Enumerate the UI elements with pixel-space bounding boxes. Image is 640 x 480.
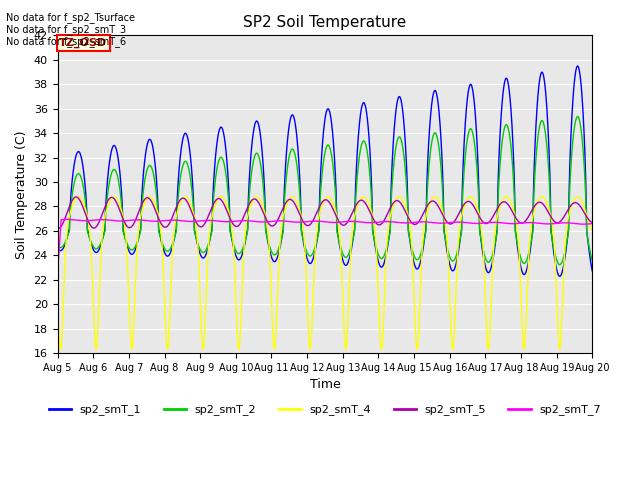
sp2_smT_2 <box>493 228 501 234</box>
sp2_smT_4 <box>54 296 61 301</box>
sp2_smT_1 <box>574 63 582 69</box>
sp2_smT_7 <box>402 220 410 226</box>
Text: No data for f_sp2_smT_6: No data for f_sp2_smT_6 <box>6 36 127 47</box>
sp2_smT_1 <box>493 226 501 232</box>
sp2_smT_5 <box>54 226 61 231</box>
sp2_smT_7 <box>453 219 461 225</box>
Title: SP2 Soil Temperature: SP2 Soil Temperature <box>243 15 406 30</box>
Line: sp2_smT_1: sp2_smT_1 <box>58 66 593 276</box>
sp2_smT_4 <box>374 294 382 300</box>
sp2_smT_5 <box>72 194 80 200</box>
sp2_smT_4 <box>402 204 410 210</box>
Text: No data for f_sp2_Tsurface: No data for f_sp2_Tsurface <box>6 12 136 23</box>
sp2_smT_2 <box>258 170 266 176</box>
sp2_smT_5 <box>402 209 410 215</box>
sp2_smT_5 <box>374 222 382 228</box>
sp2_smT_2 <box>574 114 582 120</box>
sp2_smT_7 <box>54 271 61 276</box>
sp2_smT_1 <box>54 245 61 251</box>
Y-axis label: Soil Temperature (C): Soil Temperature (C) <box>15 130 28 259</box>
Text: TZ_OSD: TZ_OSD <box>60 38 108 48</box>
sp2_smT_7 <box>493 219 501 225</box>
sp2_smT_2 <box>556 262 564 267</box>
sp2_smT_5 <box>493 205 501 211</box>
Legend: sp2_smT_1, sp2_smT_2, sp2_smT_4, sp2_smT_5, sp2_smT_7: sp2_smT_1, sp2_smT_2, sp2_smT_4, sp2_smT… <box>44 400 605 420</box>
Line: sp2_smT_7: sp2_smT_7 <box>58 219 593 274</box>
sp2_smT_4 <box>453 270 461 276</box>
sp2_smT_1 <box>556 274 564 279</box>
Text: No data for f_sp2_smT_3: No data for f_sp2_smT_3 <box>6 24 127 35</box>
sp2_smT_7 <box>258 219 266 225</box>
sp2_smT_1 <box>151 157 159 163</box>
sp2_smT_1 <box>589 268 596 274</box>
sp2_smT_4 <box>151 201 159 206</box>
sp2_smT_4 <box>484 347 492 352</box>
sp2_smT_2 <box>151 178 159 184</box>
sp2_smT_7 <box>151 218 159 224</box>
sp2_smT_1 <box>258 146 266 152</box>
sp2_smT_5 <box>453 215 461 220</box>
sp2_smT_7 <box>374 219 382 225</box>
sp2_smT_4 <box>289 194 296 200</box>
sp2_smT_5 <box>589 219 596 225</box>
sp2_smT_4 <box>258 201 266 207</box>
Line: sp2_smT_5: sp2_smT_5 <box>58 197 593 228</box>
Line: sp2_smT_4: sp2_smT_4 <box>58 197 593 349</box>
sp2_smT_1 <box>401 141 409 146</box>
sp2_smT_7 <box>589 221 596 227</box>
sp2_smT_5 <box>259 207 266 213</box>
sp2_smT_1 <box>374 258 382 264</box>
Line: sp2_smT_2: sp2_smT_2 <box>58 117 593 264</box>
sp2_smT_2 <box>401 168 409 173</box>
X-axis label: Time: Time <box>310 378 340 392</box>
sp2_smT_5 <box>54 226 62 231</box>
sp2_smT_4 <box>493 212 501 218</box>
sp2_smT_2 <box>54 242 61 248</box>
sp2_smT_1 <box>452 259 460 264</box>
sp2_smT_5 <box>151 206 159 212</box>
sp2_smT_2 <box>452 252 460 257</box>
sp2_smT_4 <box>589 228 596 234</box>
sp2_smT_7 <box>62 216 70 222</box>
sp2_smT_2 <box>374 252 382 257</box>
sp2_smT_2 <box>589 258 596 264</box>
